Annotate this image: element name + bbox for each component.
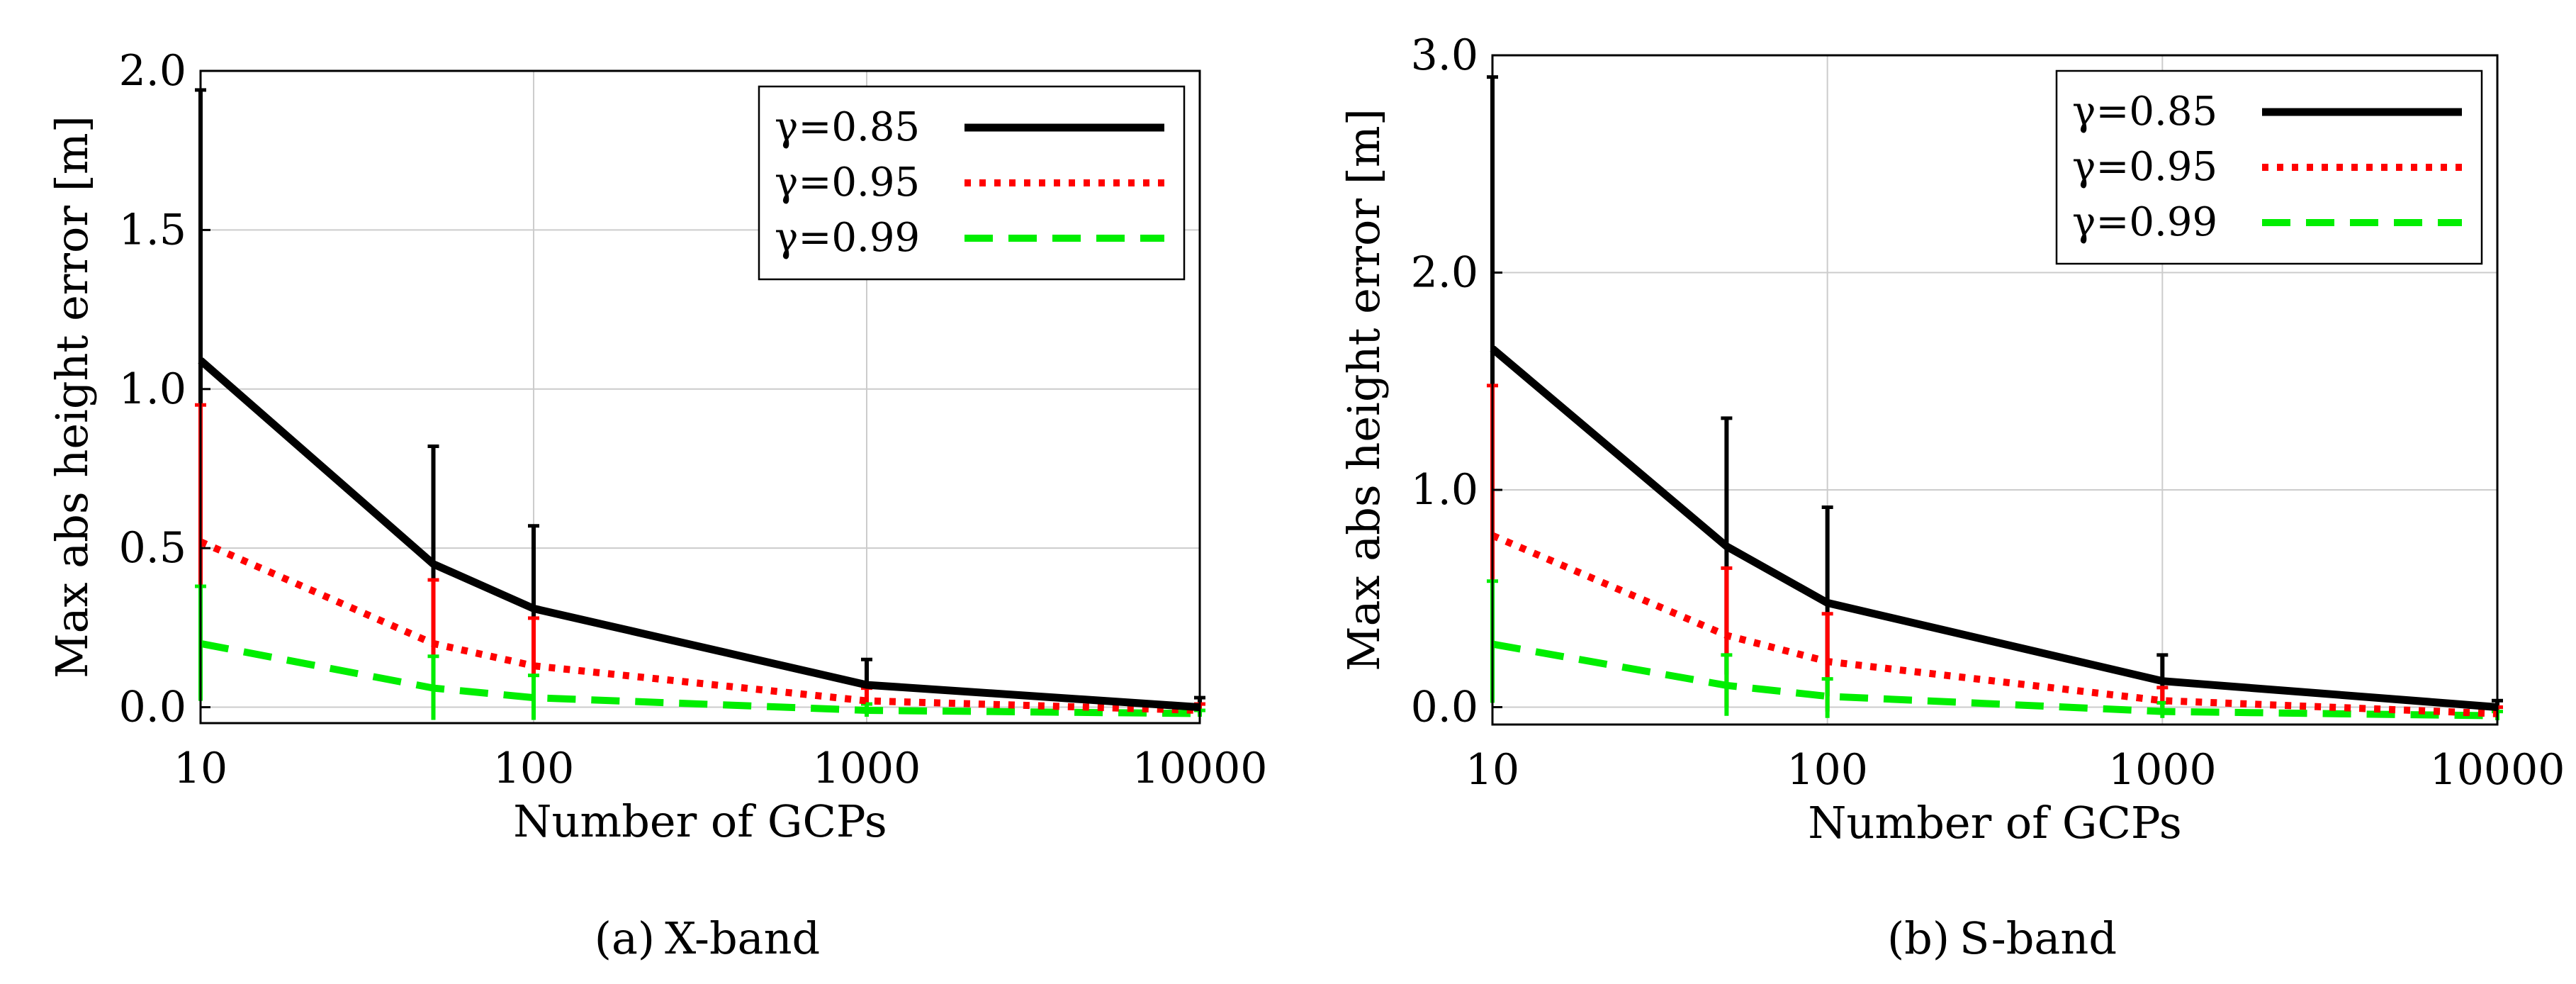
caption: (b) S-band: [1887, 912, 2117, 964]
y-tick-label: 1.0: [1411, 465, 1478, 515]
series-line-dotted: [198, 538, 1200, 714]
y-tick-labels: 0.0 1.0 2.0 3.0: [1411, 30, 1502, 732]
x-tick-labels: 10 100 1000 10000: [174, 744, 1268, 793]
y-axis-label: Max abs height error [m]: [1338, 108, 1390, 671]
panel-s-band: 0.0 1.0 2.0 3.0 10 100 1000 10000 Number of GC…: [1338, 30, 2565, 964]
y-tick-label: 0.0: [1411, 682, 1478, 732]
y-tick-label: 0.5: [119, 523, 186, 573]
plot-frame: [1491, 54, 2499, 726]
plot-frame: [199, 69, 1201, 725]
legend-label: γ=0.85: [2072, 89, 2217, 135]
y-tick-label: 1.0: [119, 364, 186, 414]
legend-label: γ=0.99: [2072, 199, 2217, 245]
y-tick-label: 0.0: [119, 683, 186, 732]
legend: γ=0.85 γ=0.95 γ=0.99: [758, 85, 1186, 281]
legend-label: γ=0.85: [775, 104, 920, 150]
legend-label: γ=0.95: [775, 160, 920, 206]
series-lines: [198, 357, 1200, 717]
x-tick-label: 10: [174, 744, 227, 793]
legend: γ=0.85 γ=0.95 γ=0.99: [2055, 69, 2483, 265]
x-axis-label: Number of GCPs: [1808, 797, 2182, 849]
x-tick-label: 10000: [1132, 744, 1268, 793]
caption-id: (a): [595, 912, 655, 964]
x-tick-label: 10: [1466, 745, 1519, 795]
caption-text: X-band: [665, 912, 820, 964]
y-tick-label: 2.0: [119, 46, 186, 96]
caption-id: (b): [1887, 912, 1950, 964]
y-tick-label: 1.5: [119, 205, 186, 255]
x-tick-label: 1000: [2108, 745, 2217, 795]
y-tick-label: 3.0: [1411, 30, 1478, 80]
series-line-dotted: [1491, 532, 2498, 717]
series-line-solid: [198, 357, 1200, 712]
x-tick-label: 10000: [2430, 745, 2565, 795]
panel-x-band: 0.0 0.5 1.0 1.5 2.0 10 100 1000 10000 Number of…: [46, 46, 1267, 964]
x-tick-label: 1000: [813, 744, 921, 793]
x-axis-label: Number of GCPs: [513, 795, 887, 847]
series-lines: [1490, 345, 2498, 720]
y-axis-label: Max abs height error [m]: [46, 116, 98, 678]
legend-label: γ=0.95: [2072, 144, 2217, 190]
series-line-dashed: [200, 639, 1200, 717]
x-tick-labels: 10 100 1000 10000: [1466, 745, 2565, 795]
y-tick-label: 2.0: [1411, 247, 1478, 297]
legend-label: γ=0.99: [775, 215, 920, 261]
series-line-dashed: [1492, 640, 2498, 720]
series-line-solid: [1490, 345, 2498, 711]
y-tick-labels: 0.0 0.5 1.0 1.5 2.0: [119, 46, 210, 732]
x-tick-label: 100: [493, 744, 575, 793]
x-tick-label: 100: [1787, 745, 1868, 795]
caption-text: S-band: [1959, 912, 2117, 964]
caption: (a) X-band: [595, 912, 821, 964]
